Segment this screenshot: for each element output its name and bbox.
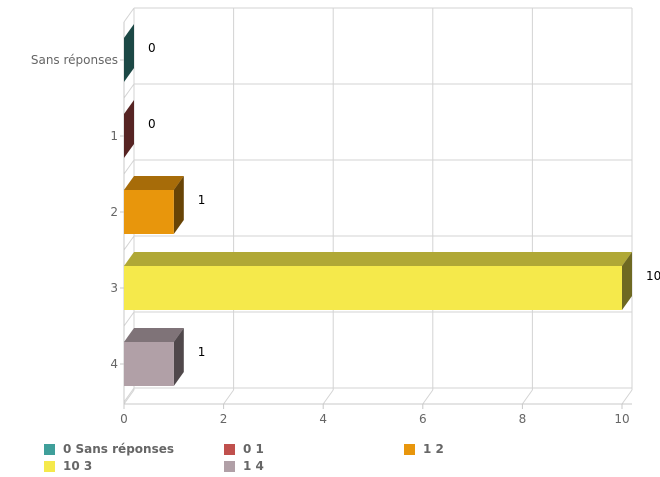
y-category-label-4: 4 (110, 357, 118, 371)
side-line-1 (123, 83, 135, 99)
legend-label-0: 0 Sans réponses (63, 442, 174, 456)
bar-0 (124, 24, 134, 82)
data-label-1: 0 (148, 117, 156, 131)
x-tick-label-0: 0 (120, 412, 128, 426)
legend-item-1[interactable]: 0 1 (224, 440, 264, 458)
side-line-2 (123, 159, 135, 175)
x-tick-label-1: 2 (220, 412, 228, 426)
legend-label-4: 1 4 (243, 459, 264, 473)
side-line-4 (123, 311, 135, 327)
y-category-label-3: 3 (110, 281, 118, 295)
y-category-label-1: 1 (110, 129, 118, 143)
legend-item-3[interactable]: 10 3 (44, 457, 92, 475)
x-tick-label-2: 4 (319, 412, 327, 426)
floor-line-2 (322, 389, 334, 405)
floor-line-4 (521, 389, 533, 405)
data-label-3: 10 (646, 269, 660, 283)
legend-item-0[interactable]: 0 Sans réponses (44, 440, 174, 458)
bar-3 (124, 252, 632, 310)
data-label-0: 0 (148, 41, 156, 55)
bar-side-4 (173, 328, 184, 386)
legend-item-4[interactable]: 1 4 (224, 457, 264, 475)
bar-side-2 (173, 176, 184, 234)
y-category-label-0: Sans réponses (31, 53, 118, 67)
floor-line-3 (422, 389, 434, 405)
bar-front-4 (124, 342, 174, 386)
floor-line-5 (621, 389, 633, 405)
y-axis-categories: Sans réponses 1 2 3 4 (31, 53, 124, 371)
legend-label-2: 1 2 (423, 442, 444, 456)
x-axis-ticks: 0 2 4 6 8 10 (120, 404, 630, 426)
legend-swatch-1 (224, 443, 235, 455)
legend-item-2[interactable]: 1 2 (404, 440, 444, 458)
side-line-5 (123, 387, 135, 403)
x-tick-label-5: 10 (614, 412, 629, 426)
bar-top-4 (124, 328, 184, 342)
bar-front-3 (124, 266, 622, 310)
bar-top-3 (124, 252, 632, 266)
bar-1 (124, 100, 134, 158)
legend-swatch-3 (44, 460, 55, 472)
side-line-0 (123, 7, 135, 23)
data-labels: 0 0 1 10 1 (148, 41, 660, 359)
bar-2 (124, 176, 184, 234)
x-tick-label-3: 6 (419, 412, 427, 426)
floor-line-0 (123, 389, 135, 405)
y-category-label-2: 2 (110, 205, 118, 219)
bar-side-1 (124, 100, 134, 158)
floor-line-1 (223, 389, 235, 405)
chart-bars (124, 24, 632, 386)
bar-side-3 (622, 252, 632, 310)
bar-side-0 (124, 24, 134, 82)
legend-label-3: 10 3 (63, 459, 93, 473)
x-tick-label-4: 8 (519, 412, 527, 426)
bar-front-2 (124, 190, 174, 234)
legend-swatch-4 (224, 460, 235, 472)
bar-4 (124, 328, 184, 386)
chart-legend: 0 Sans réponses 0 1 1 2 10 3 1 4 (0, 440, 660, 477)
legend-swatch-2 (404, 443, 415, 455)
data-label-2: 1 (198, 193, 206, 207)
bar-top-2 (124, 176, 184, 190)
legend-label-1: 0 1 (243, 442, 264, 456)
chart-grid (123, 7, 633, 405)
bar-chart: 0 2 4 6 8 10 Sans réponses 1 2 3 4 0 0 1 10 1 (31, 7, 660, 426)
back-wall (134, 8, 632, 390)
side-line-3 (123, 235, 135, 251)
data-label-4: 1 (198, 345, 206, 359)
legend-swatch-0 (44, 443, 55, 455)
